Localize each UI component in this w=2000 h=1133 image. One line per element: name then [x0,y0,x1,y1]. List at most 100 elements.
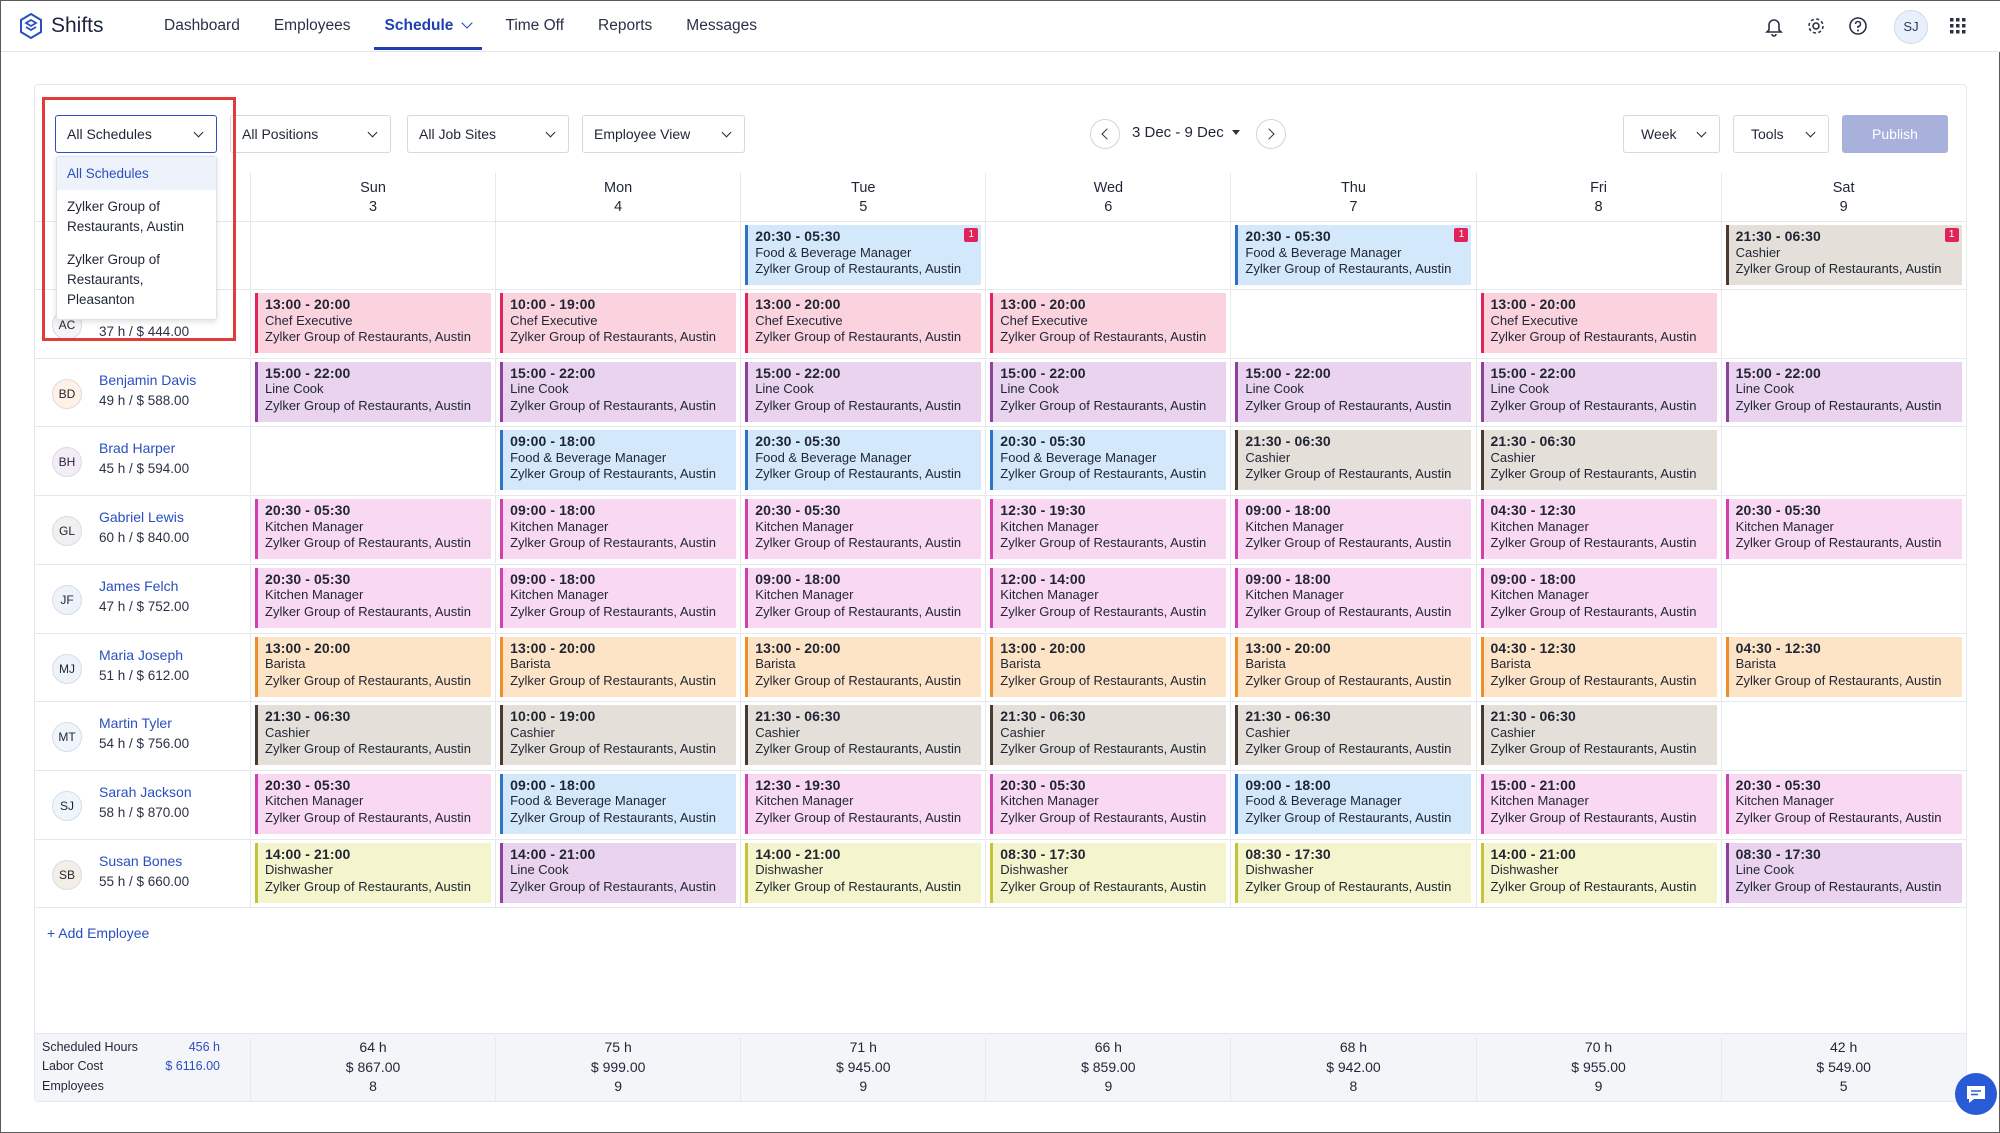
shift-card[interactable]: 14:00 - 21:00 Line Cook Zylker Group of Re… [500,842,737,903]
shift-card[interactable]: 21:30 - 06:30 Cashier Zylker Group of Rest… [1235,705,1472,766]
schedule-cell[interactable]: 20:30 - 05:30 Kitchen Manager Zylker Group… [985,769,1230,838]
tools-menu[interactable]: Tools [1733,115,1829,153]
open-shift-cell[interactable]: 20:30 - 05:30 Food & Beverage Manager Zylk… [740,221,985,289]
employee-avatar[interactable]: JF [52,584,82,615]
nav-dashboard[interactable]: Dashboard [149,1,255,51]
schedule-cell[interactable]: 21:30 - 06:30 Cashier Zylker Group of Rest… [1475,701,1721,770]
schedule-cell[interactable]: 20:30 - 05:30 Kitchen Manager Zylker Group… [1720,495,1966,564]
shift-card[interactable]: 15:00 - 22:00 Line Cook Zylker Group of Re… [500,361,737,422]
shift-card[interactable]: 20:30 - 05:30 Kitchen Manager Zylker Group… [255,499,492,560]
schedule-cell[interactable]: 04:30 - 12:30 Barista Zylker Group of Rest… [1475,632,1721,701]
shift-card[interactable]: 21:30 - 06:30 Cashier Zylker Group of Rest… [1725,225,1962,285]
schedule-cell[interactable]: 12:30 - 19:30 Kitchen Manager Zylker Group… [985,495,1230,564]
nav-time-off[interactable]: Time Off [490,1,579,51]
shift-card[interactable]: 21:30 - 06:30 Cashier Zylker Group of Rest… [1480,705,1717,766]
schedule-cell[interactable]: 13:00 - 20:00 Barista Zylker Group of Rest… [1230,632,1475,701]
schedule-cell[interactable]: 10:00 - 19:00 Cashier Zylker Group of Rest… [495,701,740,770]
schedule-cell[interactable]: 09:00 - 18:00 Food & Beverage Manager Zylk… [495,769,740,838]
schedule-cell[interactable]: 15:00 - 22:00 Line Cook Zylker Group of Re… [495,357,740,426]
schedule-cell[interactable]: 21:30 - 06:30 Cashier Zylker Group of Rest… [1230,701,1475,770]
schedule-cell[interactable]: 15:00 - 22:00 Line Cook Zylker Group of Re… [740,357,985,426]
schedule-cell[interactable]: 09:00 - 18:00 Kitchen Manager Zylker Group… [1230,495,1475,564]
shift-card[interactable]: 20:30 - 05:30 Kitchen Manager Zylker Group… [1725,773,1962,834]
schedule-cell[interactable]: 09:00 - 18:00 Kitchen Manager Zylker Group… [740,563,985,632]
shift-card[interactable]: 13:00 - 20:00 Chef Executive Zylker Group … [1480,293,1717,353]
shift-card[interactable]: 15:00 - 22:00 Line Cook Zylker Group of Re… [1725,361,1962,422]
shift-card[interactable]: 09:00 - 18:00 Kitchen Manager Zylker Group… [1235,499,1472,560]
schedule-cell[interactable]: 12:00 - 14:00 Kitchen Manager Zylker Group… [985,563,1230,632]
shift-card[interactable]: 12:30 - 19:30 Kitchen Manager Zylker Group… [990,499,1227,560]
open-shift-cell[interactable]: 21:30 - 06:30 Cashier Zylker Group of Rest… [1720,221,1966,289]
employee-avatar[interactable]: SJ [52,790,82,821]
schedule-cell[interactable]: 15:00 - 22:00 Line Cook Zylker Group of Re… [1720,357,1966,426]
open-shift-cell[interactable] [495,221,740,289]
employee-name[interactable]: Benjamin Davis [99,371,197,388]
positions-filter[interactable]: All Positions [230,115,391,153]
shift-card[interactable]: 09:00 - 18:00 Kitchen Manager Zylker Group… [745,567,982,628]
shift-card[interactable]: 13:00 - 20:00 Barista Zylker Group of Rest… [1235,636,1472,697]
employee-name[interactable]: Maria Joseph [99,646,184,663]
schedule-cell[interactable] [1720,426,1966,495]
schedule-cell[interactable]: 04:30 - 12:30 Kitchen Manager Zylker Group… [1475,495,1721,564]
shift-card[interactable]: 09:00 - 18:00 Kitchen Manager Zylker Group… [500,567,737,628]
bell-icon[interactable] [1763,15,1785,37]
shift-card[interactable]: 09:00 - 18:00 Kitchen Manager Zylker Group… [1235,567,1472,628]
schedule-cell[interactable]: 21:30 - 06:30 Cashier Zylker Group of Rest… [1230,426,1475,495]
shift-card[interactable]: 20:30 - 05:30 Kitchen Manager Zylker Group… [255,773,492,834]
shift-card[interactable]: 15:00 - 21:00 Kitchen Manager Zylker Group… [1480,773,1717,834]
schedule-cell[interactable]: 08:30 - 17:30 Line Cook Zylker Group of Re… [1720,838,1966,907]
job-sites-filter[interactable]: All Job Sites [407,115,569,153]
employee-name[interactable]: James Felch [99,577,179,594]
employee-avatar[interactable]: MJ [52,653,82,684]
shift-card[interactable]: 13:00 - 20:00 Barista Zylker Group of Rest… [500,636,737,697]
help-icon[interactable] [1847,15,1869,37]
shift-card[interactable]: 08:30 - 17:30 Line Cook Zylker Group of Re… [1725,842,1962,903]
dropdown-option-pleasanton[interactable]: Zylker Group of Restaurants, Pleasanton [67,252,161,307]
nav-messages[interactable]: Messages [671,1,772,51]
schedule-cell[interactable]: 20:30 - 05:30 Kitchen Manager Zylker Group… [250,563,495,632]
schedule-cell[interactable]: 13:00 - 20:00 Barista Zylker Group of Rest… [495,632,740,701]
schedule-cell[interactable]: 09:00 - 18:00 Kitchen Manager Zylker Group… [495,563,740,632]
nav-employees[interactable]: Employees [259,1,366,51]
schedule-cell[interactable]: 13:00 - 20:00 Barista Zylker Group of Rest… [985,632,1230,701]
schedule-cell[interactable]: 20:30 - 05:30 Food & Beverage Manager Zylk… [985,426,1230,495]
schedule-cell[interactable] [1720,701,1966,770]
shift-card[interactable]: 09:00 - 18:00 Food & Beverage Manager Zylk… [500,773,737,834]
shift-card[interactable]: 20:30 - 05:30 Kitchen Manager Zylker Group… [745,499,982,560]
gear-icon[interactable] [1805,15,1827,37]
shift-card[interactable]: 04:30 - 12:30 Kitchen Manager Zylker Group… [1480,499,1717,560]
schedule-cell[interactable]: 09:00 - 18:00 Kitchen Manager Zylker Group… [1475,563,1721,632]
open-shift-cell[interactable] [985,221,1230,289]
schedule-cell[interactable]: 09:00 - 18:00 Kitchen Manager Zylker Group… [1230,563,1475,632]
open-shift-cell[interactable] [1475,221,1721,289]
shift-card[interactable]: 13:00 - 20:00 Chef Executive Zylker Group … [255,293,492,353]
schedule-cell[interactable]: 15:00 - 22:00 Line Cook Zylker Group of Re… [1230,357,1475,426]
employee-name[interactable]: Susan Bones [99,852,183,869]
schedule-cell[interactable]: 15:00 - 22:00 Line Cook Zylker Group of Re… [985,357,1230,426]
shift-card[interactable]: 04:30 - 12:30 Barista Zylker Group of Rest… [1480,636,1717,697]
shift-card[interactable]: 12:00 - 14:00 Kitchen Manager Zylker Group… [990,567,1227,628]
shift-card[interactable]: 09:00 - 18:00 Kitchen Manager Zylker Group… [1480,567,1717,628]
app-logo[interactable]: Shifts [19,13,104,39]
schedule-cell[interactable]: 13:00 - 20:00 Chef Executive Zylker Group … [985,289,1230,357]
employee-name[interactable]: Gabriel Lewis [99,509,184,526]
schedule-cell[interactable]: 20:30 - 05:30 Kitchen Manager Zylker Group… [250,495,495,564]
employee-avatar[interactable]: BH [52,447,82,478]
shift-card[interactable]: 15:00 - 22:00 Line Cook Zylker Group of Re… [990,361,1227,422]
shift-card[interactable]: 09:00 - 18:00 Food & Beverage Manager Zylk… [500,430,737,491]
shift-card[interactable]: 08:30 - 17:30 Dishwasher Zylker Group of R… [1235,842,1472,903]
shift-card[interactable]: 14:00 - 21:00 Dishwasher Zylker Group of R… [1480,842,1717,903]
schedule-cell[interactable]: 15:00 - 22:00 Line Cook Zylker Group of Re… [250,357,495,426]
schedules-filter[interactable]: All Schedules [55,115,217,153]
shift-card[interactable]: 20:30 - 05:30 Kitchen Manager Zylker Group… [1725,499,1962,560]
shift-card[interactable]: 20:30 - 05:30 Food & Beverage Manager Zylk… [990,430,1227,491]
shift-card[interactable]: 20:30 - 05:30 Kitchen Manager Zylker Group… [255,567,492,628]
schedule-cell[interactable]: 09:00 - 18:00 Food & Beverage Manager Zylk… [1230,769,1475,838]
schedule-cell[interactable]: 13:00 - 20:00 Chef Executive Zylker Group … [740,289,985,357]
schedule-cell[interactable]: 09:00 - 18:00 Kitchen Manager Zylker Group… [495,495,740,564]
schedule-cell[interactable]: 08:30 - 17:30 Dishwasher Zylker Group of R… [985,838,1230,907]
shift-card[interactable]: 09:00 - 18:00 Food & Beverage Manager Zylk… [1235,773,1472,834]
shift-card[interactable]: 04:30 - 12:30 Barista Zylker Group of Rest… [1725,636,1962,697]
employee-avatar[interactable]: MT [52,722,82,753]
schedule-cell[interactable]: 14:00 - 21:00 Dishwasher Zylker Group of R… [740,838,985,907]
